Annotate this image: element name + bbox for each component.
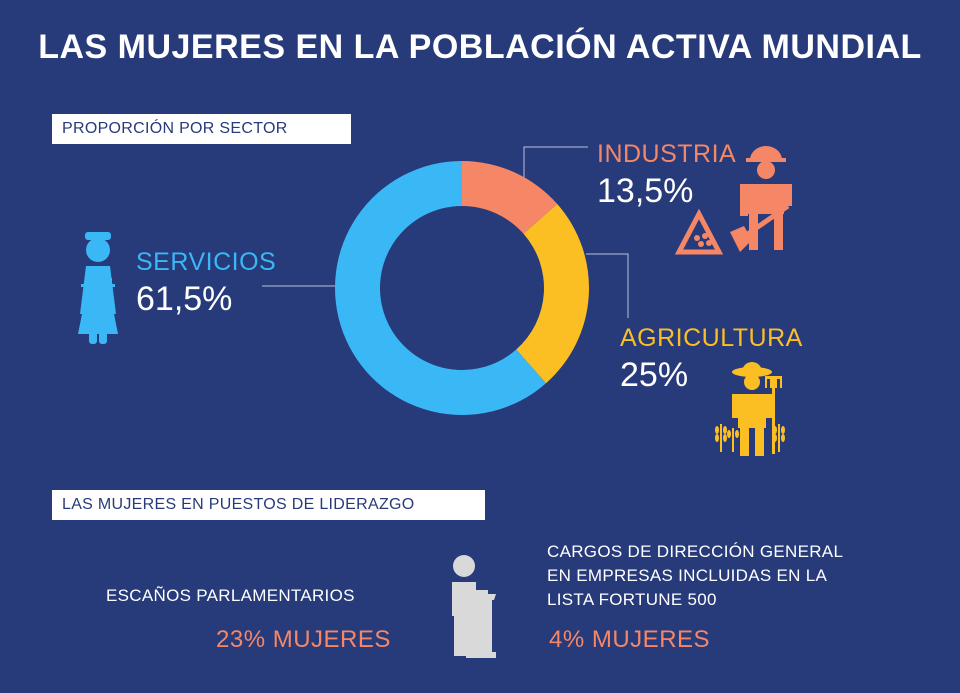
parliament-value: 23% MUJERES [216, 626, 391, 653]
page-title: LAS MUJERES EN LA POBLACIÓN ACTIVA MUNDI… [38, 28, 922, 66]
industria-label: INDUSTRIA [597, 140, 737, 168]
fortune-value: 4% MUJERES [549, 626, 711, 653]
donut-slice-industria [462, 161, 558, 234]
donut-slice-agricultura [516, 204, 589, 384]
agricultura-value: 25% [620, 356, 689, 394]
fortune-label-line: LISTA FORTUNE 500 [547, 590, 717, 609]
agricultura-leader-line [586, 253, 629, 318]
donut-slice-servicios [335, 160, 546, 415]
industria-leader-line [523, 146, 588, 178]
agricultura-label: AGRICULTURA [620, 324, 803, 352]
waiter-icon [78, 232, 118, 344]
parliament-label: ESCAÑOS PARLAMENTARIOS [106, 586, 355, 605]
speaker-podium-icon [452, 555, 496, 658]
fortune-label: CARGOS DE DIRECCIÓN GENERAL EN EMPRESAS … [547, 540, 887, 612]
industria-value: 13,5% [597, 172, 694, 210]
servicios-label: SERVICIOS [136, 248, 277, 276]
sector-section-label: PROPORCIÓN POR SECTOR [52, 114, 351, 144]
servicios-value: 61,5% [136, 280, 233, 318]
fortune-label-line: CARGOS DE DIRECCIÓN GENERAL [547, 542, 844, 561]
farmer-icon [715, 362, 785, 456]
leadership-section-label: LAS MUJERES EN PUESTOS DE LIDERAZGO [52, 490, 485, 520]
wheat-icon [715, 424, 785, 452]
donut-slices [335, 160, 589, 415]
fortune-label-line: EN EMPRESAS INCLUIDAS EN LA [547, 566, 828, 585]
worker-icon [674, 146, 792, 255]
